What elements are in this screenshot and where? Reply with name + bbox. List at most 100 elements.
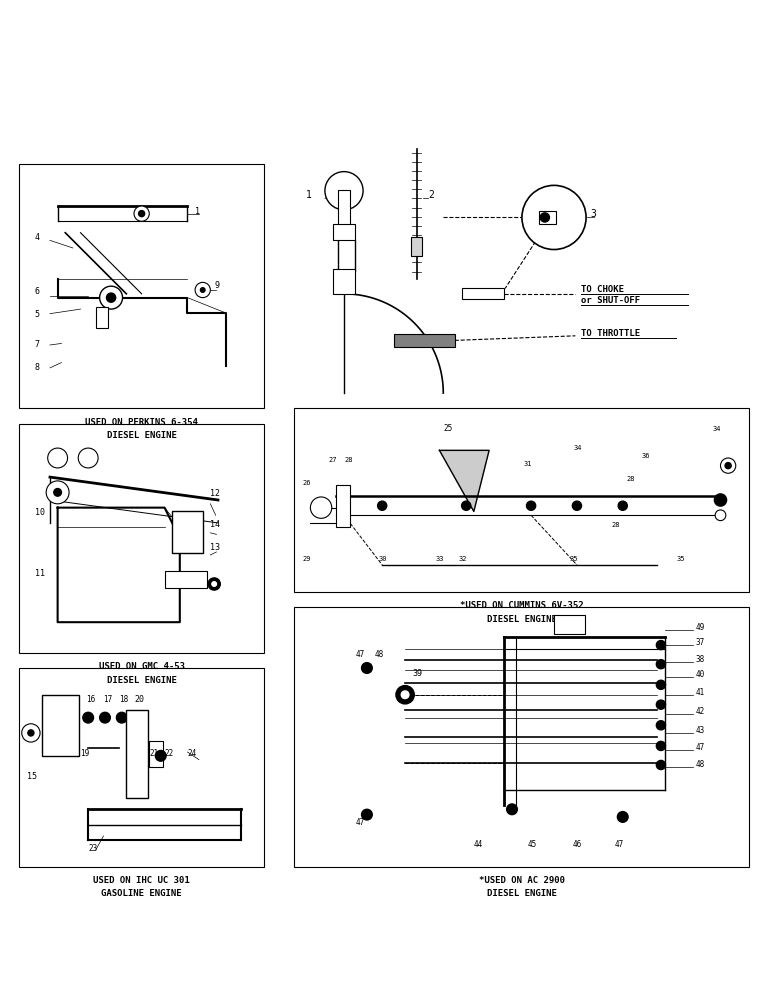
Circle shape <box>714 494 726 506</box>
Text: 8: 8 <box>35 363 39 372</box>
Text: 49: 49 <box>696 623 705 632</box>
Text: DIESEL ENGINE: DIESEL ENGINE <box>107 676 177 685</box>
Text: DIESEL ENGINE: DIESEL ENGINE <box>486 889 557 898</box>
Text: 19: 19 <box>80 749 90 758</box>
Text: 47: 47 <box>355 818 364 827</box>
Text: *USED ON CUMMINS 6V-352: *USED ON CUMMINS 6V-352 <box>460 601 584 610</box>
Text: 48: 48 <box>374 650 384 659</box>
Text: 38: 38 <box>696 655 705 664</box>
Circle shape <box>117 712 127 723</box>
Circle shape <box>527 501 536 510</box>
Circle shape <box>618 501 628 510</box>
Circle shape <box>378 501 387 510</box>
Text: 43: 43 <box>696 726 705 735</box>
Text: 17: 17 <box>103 695 112 704</box>
Text: 36: 36 <box>642 453 650 459</box>
Circle shape <box>48 448 68 468</box>
Circle shape <box>462 501 471 510</box>
Text: GASOLINE ENGINE: GASOLINE ENGINE <box>101 889 182 898</box>
Circle shape <box>22 724 40 742</box>
Text: 28: 28 <box>611 522 620 528</box>
Text: 3: 3 <box>591 209 597 219</box>
Text: 41: 41 <box>696 688 705 697</box>
Circle shape <box>212 582 216 586</box>
Text: TO CHOKE: TO CHOKE <box>581 285 624 294</box>
Text: 48: 48 <box>696 760 705 769</box>
Bar <box>149 741 163 767</box>
Circle shape <box>208 578 220 590</box>
Bar <box>19 164 264 408</box>
Circle shape <box>325 172 363 210</box>
Text: DIESEL ENGINE: DIESEL ENGINE <box>107 431 177 440</box>
Circle shape <box>83 712 93 723</box>
Bar <box>96 307 108 328</box>
Text: 9: 9 <box>214 281 219 290</box>
Text: 4: 4 <box>35 233 39 242</box>
Text: 12: 12 <box>210 489 220 498</box>
Circle shape <box>656 641 665 650</box>
Circle shape <box>100 286 123 309</box>
Circle shape <box>310 497 332 518</box>
Text: 7: 7 <box>35 340 39 349</box>
Circle shape <box>540 213 550 222</box>
Text: 39: 39 <box>413 669 423 678</box>
Bar <box>554 615 584 634</box>
Text: USED ON PERKINS 6-354: USED ON PERKINS 6-354 <box>85 418 198 427</box>
Text: 6: 6 <box>35 287 39 296</box>
Circle shape <box>138 211 144 217</box>
Text: 29: 29 <box>302 556 310 562</box>
Bar <box>539 211 556 224</box>
Circle shape <box>572 501 581 510</box>
Circle shape <box>46 481 69 504</box>
Text: 47: 47 <box>696 743 705 752</box>
Circle shape <box>361 809 372 820</box>
Bar <box>333 269 355 294</box>
Circle shape <box>522 185 586 250</box>
Bar <box>337 485 350 527</box>
Text: USED ON GMC 4-53: USED ON GMC 4-53 <box>99 662 185 671</box>
Text: 21: 21 <box>149 749 158 758</box>
Text: 47: 47 <box>615 840 625 849</box>
Text: 28: 28 <box>627 476 635 482</box>
Circle shape <box>78 448 98 468</box>
Text: 44: 44 <box>474 840 483 849</box>
Text: 31: 31 <box>523 461 532 467</box>
Circle shape <box>100 712 110 723</box>
Bar <box>394 334 455 347</box>
Text: 14: 14 <box>210 520 220 529</box>
Bar <box>164 571 207 588</box>
Text: 37: 37 <box>696 638 705 647</box>
Text: 35: 35 <box>569 556 577 562</box>
Text: 10: 10 <box>35 508 45 517</box>
Bar <box>294 607 749 867</box>
Circle shape <box>155 750 166 761</box>
Text: 1: 1 <box>195 207 200 216</box>
Text: 27: 27 <box>329 457 337 463</box>
Text: USED ON IHC UC 301: USED ON IHC UC 301 <box>93 876 190 885</box>
Circle shape <box>506 804 517 815</box>
Text: 22: 22 <box>164 749 174 758</box>
Circle shape <box>656 660 665 669</box>
Text: 15: 15 <box>27 772 37 781</box>
Circle shape <box>54 489 62 496</box>
Text: 25: 25 <box>443 424 452 433</box>
Text: 13: 13 <box>210 543 220 552</box>
Circle shape <box>134 206 149 221</box>
Bar <box>294 408 749 592</box>
Text: 11: 11 <box>35 569 45 578</box>
Bar <box>42 695 79 756</box>
Circle shape <box>195 282 210 298</box>
Bar <box>19 424 264 653</box>
Polygon shape <box>439 450 489 511</box>
Text: 46: 46 <box>573 840 582 849</box>
Text: 33: 33 <box>435 556 444 562</box>
Bar <box>172 511 203 553</box>
Text: TO THROTTLE: TO THROTTLE <box>581 329 640 338</box>
Text: 34: 34 <box>573 445 581 451</box>
Text: 42: 42 <box>696 707 705 716</box>
Text: 20: 20 <box>134 695 144 704</box>
Bar <box>127 710 147 798</box>
Circle shape <box>715 510 726 521</box>
Circle shape <box>201 288 205 292</box>
Circle shape <box>656 760 665 770</box>
